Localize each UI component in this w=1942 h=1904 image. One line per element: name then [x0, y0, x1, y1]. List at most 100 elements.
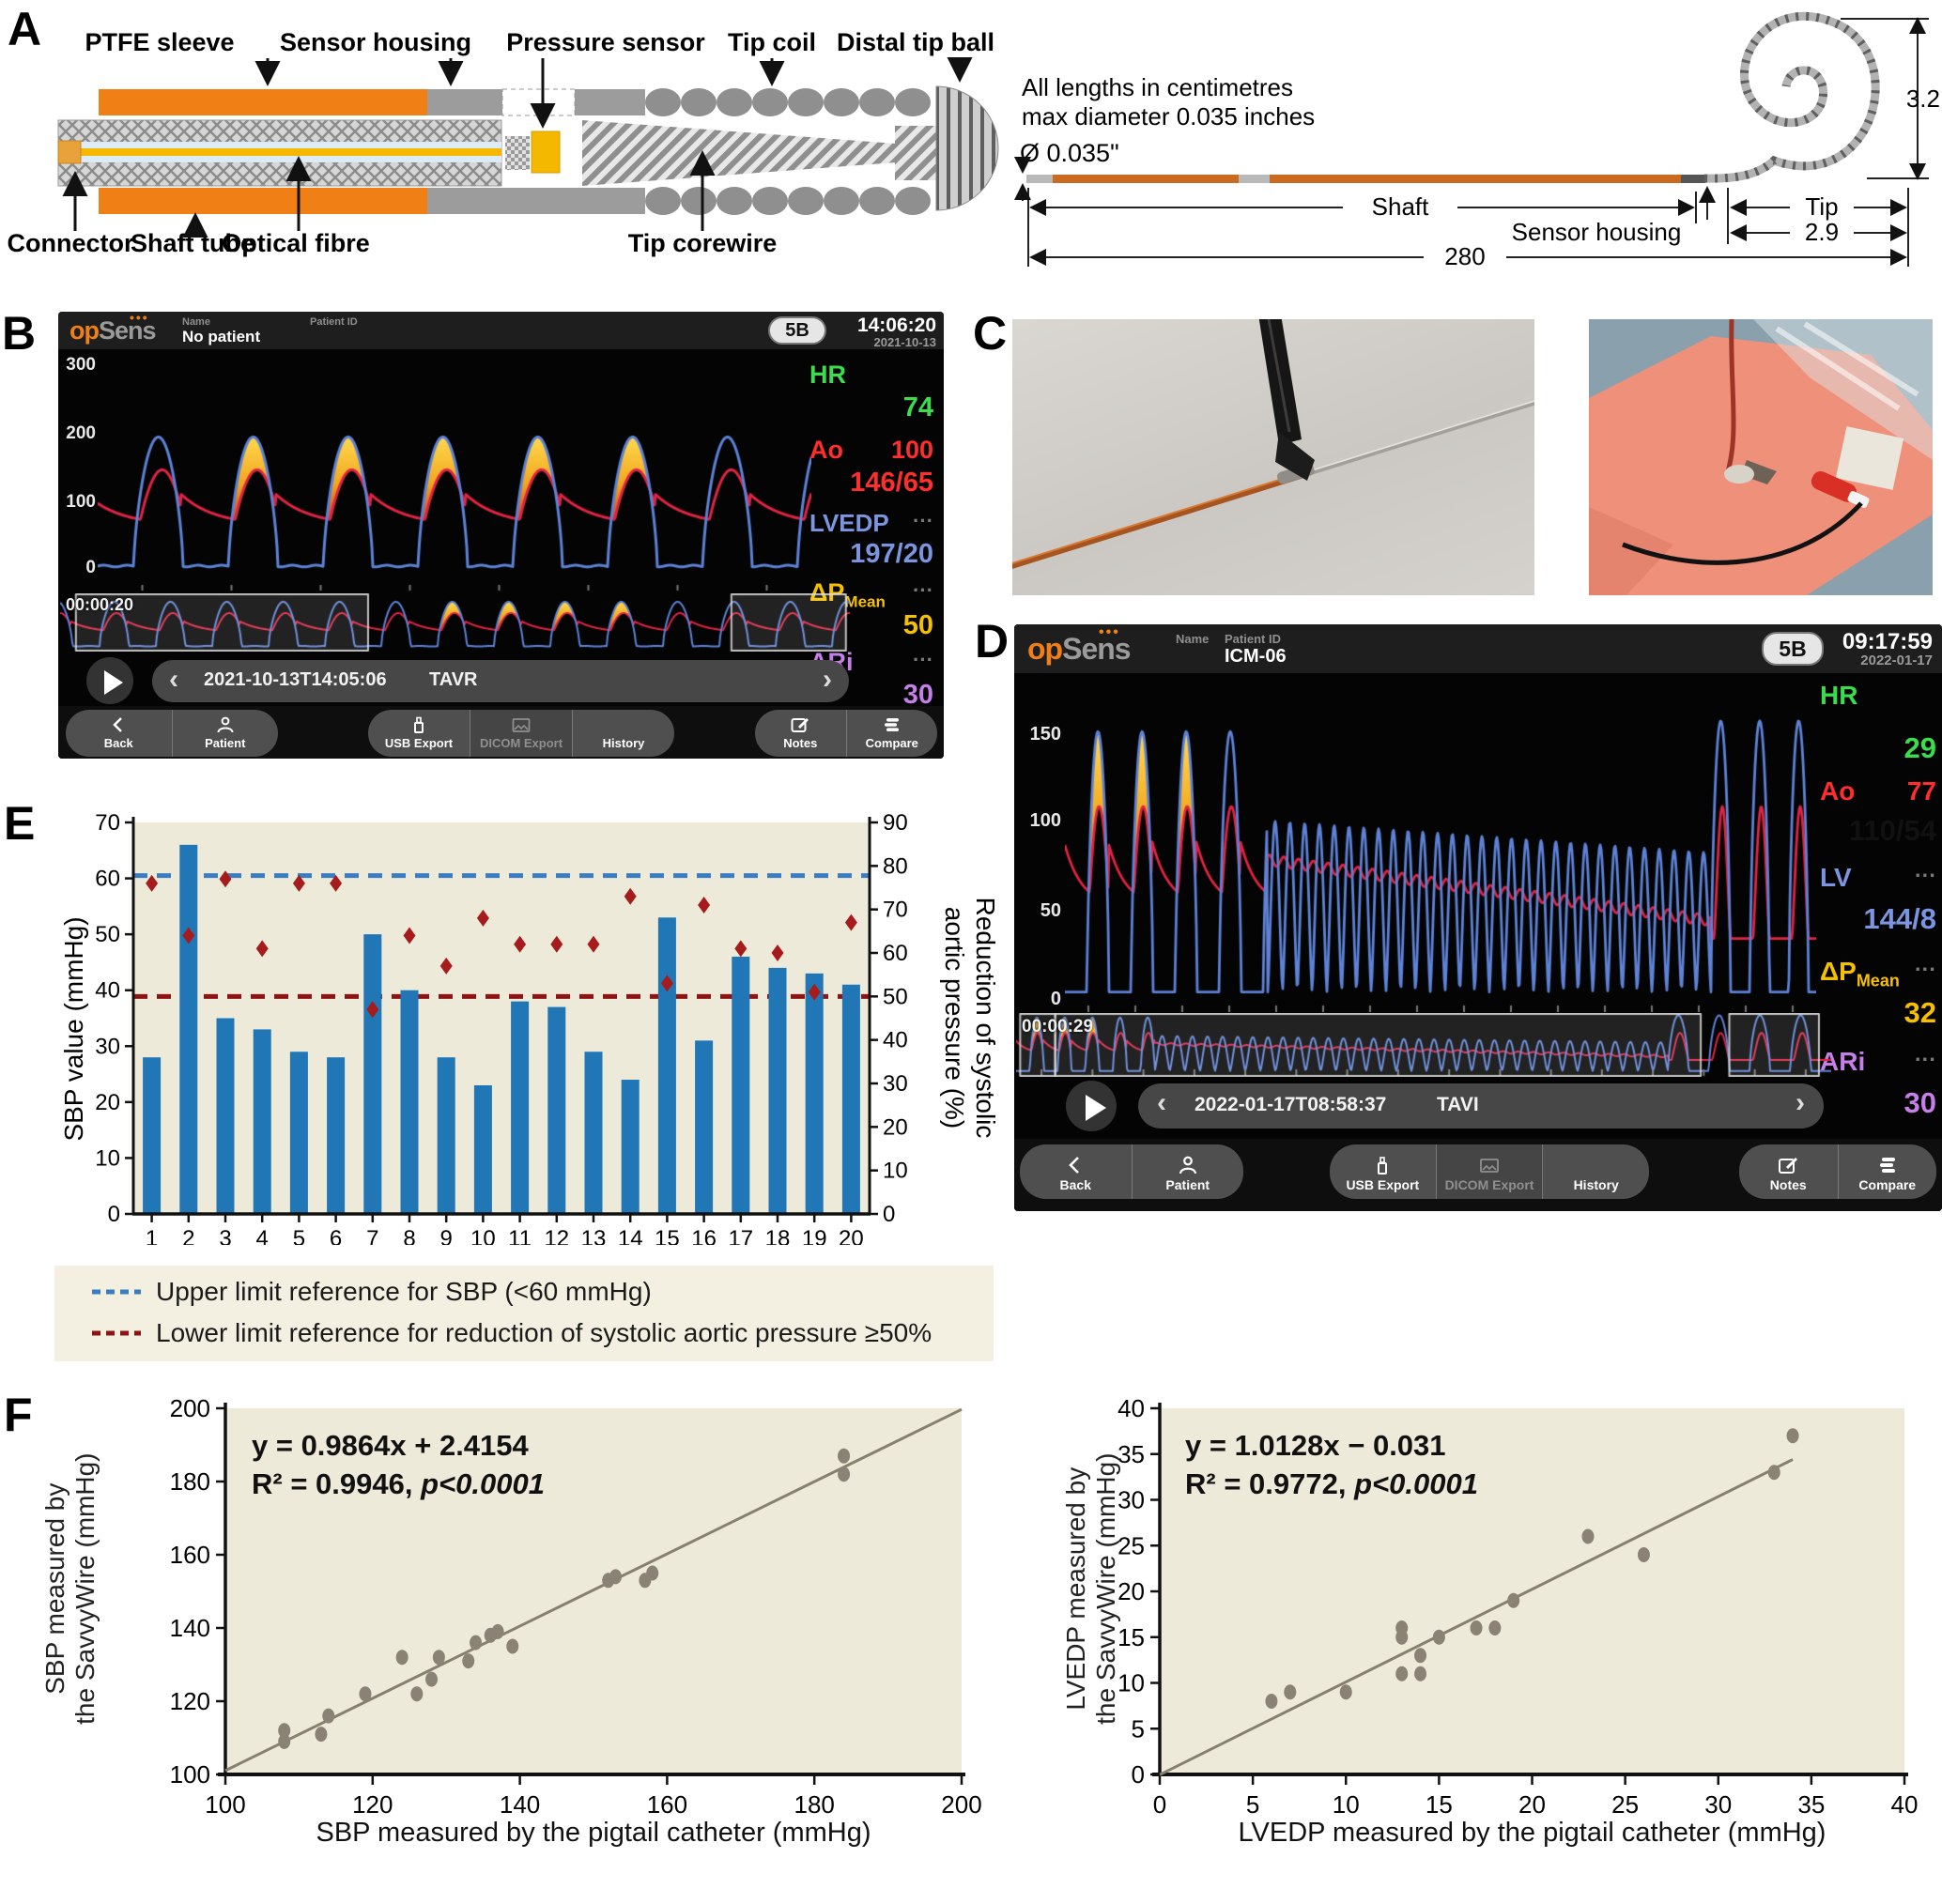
bottom-label-arrows	[62, 150, 716, 238]
export-group: USB Export DICOM Export History	[1330, 1144, 1649, 1199]
hr-label: HR	[1820, 681, 1858, 710]
history-button[interactable]: History	[1542, 1144, 1649, 1199]
note-diameter: max diameter 0.035 inches	[1022, 102, 1315, 131]
dim-shaft-label: Shaft	[1372, 192, 1429, 221]
sbp-reduction-chart: SBP value (mmHg) Reduction of systolic a…	[59, 810, 1000, 1245]
history-button[interactable]: History	[572, 710, 674, 757]
photo-sterile-field	[1589, 319, 1933, 595]
pressure-sensor-die	[531, 131, 561, 174]
device-schematic: PTFE sleeve Sensor housing Pressure sens…	[8, 11, 1940, 270]
clip-tip	[1847, 491, 1870, 508]
play-button[interactable]	[86, 657, 133, 704]
svg-text:25: 25	[1611, 1790, 1639, 1819]
dim-tip-length: 2.9	[1805, 218, 1839, 246]
svg-text:50: 50	[95, 922, 120, 947]
svg-text:35: 35	[1117, 1440, 1145, 1468]
y-tick: 0	[85, 558, 96, 577]
patient-button[interactable]: Patient	[1131, 1144, 1244, 1199]
play-button[interactable]	[1066, 1081, 1117, 1131]
svg-text:5: 5	[1132, 1714, 1145, 1743]
opsens-monitor-d: opSens ••• Name Patient ID ICM-06 5B 09:…	[1014, 624, 1942, 1211]
layers-icon	[884, 718, 899, 731]
usb-export-button[interactable]: USB Export	[368, 710, 470, 757]
svg-text:40: 40	[1891, 1790, 1919, 1819]
usb-export-button[interactable]: USB Export	[1330, 1144, 1436, 1199]
label-ptfe-sleeve: PTFE sleeve	[85, 28, 234, 56]
label-optical-fibre: Optical fibre	[222, 229, 370, 257]
instrument	[1741, 460, 1777, 484]
lv-label: LV	[1820, 863, 1852, 892]
optical-fibre	[73, 148, 501, 156]
svg-text:20: 20	[1117, 1577, 1145, 1605]
svg-text:16: 16	[691, 1226, 717, 1245]
svg-text:12: 12	[544, 1226, 569, 1245]
ptfe-sleeve-top	[99, 89, 427, 115]
distal-tip-ball	[935, 85, 999, 211]
dim-coil-height: 3.2	[1906, 84, 1940, 113]
wire-profile	[1026, 175, 1705, 183]
dim-sensor-housing-label: Sensor housing	[1512, 218, 1682, 246]
tip-coil-top	[645, 88, 931, 116]
panel-e-label: E	[4, 797, 36, 850]
svg-text:10: 10	[470, 1226, 496, 1245]
dpmean-label: ΔPMean	[1820, 957, 1900, 990]
lvedp-label: LVEDP	[809, 509, 889, 537]
prev-record-icon[interactable]: ‹	[169, 664, 178, 695]
svg-text:14: 14	[618, 1226, 643, 1245]
svg-text:10: 10	[95, 1145, 120, 1171]
y-tick: 300	[66, 355, 96, 375]
clip-jaw	[1275, 432, 1315, 481]
label-tip-corewire: Tip corewire	[628, 229, 778, 257]
procedure-tag: TAVR	[429, 669, 478, 690]
svg-text:90: 90	[883, 810, 908, 836]
timeline-strip[interactable]	[60, 593, 850, 652]
dicom-export-button[interactable]: DICOM Export	[1435, 1144, 1543, 1199]
ari-dots: ···	[913, 648, 933, 671]
back-button[interactable]: Back	[1020, 1144, 1132, 1199]
record-navigator[interactable]: ‹ 2021-10-13T14:05:06 TAVR ›	[152, 660, 849, 702]
export-group: USB Export DICOM Export History	[368, 710, 674, 757]
diameter-callout: Ø 0.035"	[1020, 139, 1119, 167]
timeline-strip[interactable]	[1016, 1013, 1831, 1077]
patient-id-label: Patient ID	[310, 316, 358, 328]
record-navigator[interactable]: ‹ 2022-01-17T08:58:37 TAVI ›	[1138, 1083, 1824, 1129]
compare-button[interactable]: Compare	[1837, 1144, 1937, 1199]
clip-time: 00:00:20	[66, 595, 134, 614]
next-record-icon[interactable]: ›	[1796, 1087, 1805, 1118]
dpmean-dots: ···	[913, 578, 933, 602]
right-axis-title-line2: aortic pressure (%)	[940, 907, 969, 1129]
dicom-export-button[interactable]: DICOM Export	[470, 710, 572, 757]
svg-text:19: 19	[802, 1226, 827, 1245]
notes-button[interactable]: Notes	[755, 710, 846, 757]
record-timestamp: 2021-10-13T14:05:06	[204, 669, 387, 690]
label-tip-coil: Tip coil	[728, 28, 816, 56]
chart-legend: Upper limit reference for SBP (<60 mmHg)…	[54, 1266, 994, 1361]
sensor-housing-top-right	[575, 89, 645, 115]
date-value: 2021-10-13	[873, 335, 937, 350]
wire-orange-segment	[1012, 472, 1304, 570]
patient-button[interactable]: Patient	[171, 710, 279, 757]
ptfe-sleeve-bottom	[99, 188, 427, 214]
next-record-icon[interactable]: ›	[823, 664, 832, 695]
svg-text:20: 20	[839, 1226, 864, 1245]
compare-button[interactable]: Compare	[845, 710, 938, 757]
lead-badge: 5B	[1762, 632, 1824, 666]
right-axis-title-line1: Reduction of systolic	[971, 898, 1000, 1139]
tip-coil-bottom	[645, 187, 931, 215]
notes-icon	[791, 718, 809, 732]
prev-record-icon[interactable]: ‹	[1157, 1087, 1166, 1118]
time-value: 09:17:59	[1842, 629, 1933, 654]
panel-f-label: F	[4, 1389, 33, 1441]
pressure-waveform	[1065, 675, 1816, 1013]
svg-text:70: 70	[883, 898, 908, 923]
label-pressure-sensor: Pressure sensor	[506, 28, 705, 56]
svg-text:30: 30	[1704, 1790, 1732, 1819]
notes-button[interactable]: Notes	[1739, 1144, 1838, 1199]
ao-value: 110/54	[1848, 814, 1936, 847]
hr-label: HR	[809, 361, 846, 389]
svg-text:10: 10	[1333, 1790, 1360, 1819]
back-button[interactable]: Back	[66, 710, 172, 757]
svg-text:5: 5	[293, 1226, 305, 1245]
svg-text:140: 140	[170, 1614, 210, 1642]
